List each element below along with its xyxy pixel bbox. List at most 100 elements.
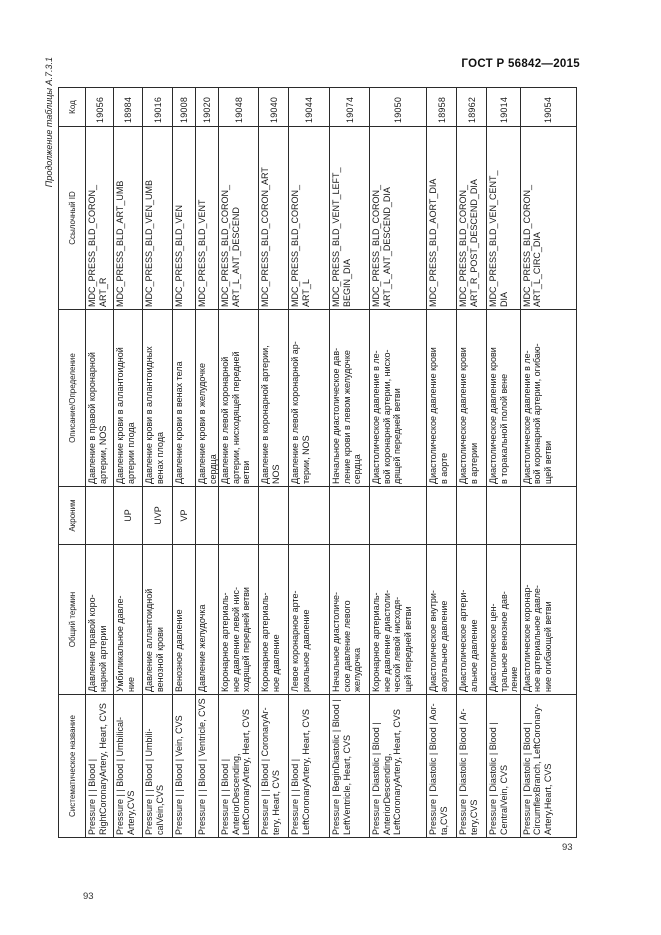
cell-code: 18958 bbox=[426, 87, 457, 127]
cell-reference-id: MDC_PRESS_BLD_VEN bbox=[172, 126, 196, 310]
cell-reference-id: MDC_PRESS_BLD_CORON_ ART_L bbox=[288, 126, 330, 310]
table-row: Pressure | Diastolic | Blood | Circumfle… bbox=[520, 87, 576, 838]
table-row: Pressure | | Blood | AnteriorDescending,… bbox=[218, 87, 259, 838]
cell-reference-id: MDC_PRESS_BLD_CORON_ ART_L_CIRC_DIA bbox=[520, 126, 576, 310]
cell-code: 18984 bbox=[113, 87, 143, 127]
cell-acronym bbox=[369, 486, 427, 545]
table-body: Pressure | | Blood | RightCoronaryArtery… bbox=[85, 87, 576, 838]
pressure-terminology-table: Систематическое название Общий термин Акро… bbox=[58, 87, 577, 838]
cell-code: 19054 bbox=[520, 87, 576, 127]
cell-reference-id: MDC_PRESS_BLD_VENT bbox=[195, 126, 219, 310]
cell-systematic-name: Pressure | BeginDiastolic | Blood | Left… bbox=[329, 694, 370, 838]
page-number: 93 bbox=[83, 891, 94, 902]
table-row: Pressure | | Blood | CoronaryAr- tery, H… bbox=[258, 87, 289, 838]
cell-description: Давление в левой коронарной артерии, нис… bbox=[218, 309, 259, 487]
cell-systematic-name: Pressure | | Blood | Umbilical- Artery,C… bbox=[113, 694, 143, 838]
cell-common-term: Давление аллантоидной венозной крови bbox=[142, 544, 173, 695]
cell-acronym bbox=[288, 486, 330, 545]
cell-acronym bbox=[486, 486, 520, 545]
column-header-description: Описание/Определение bbox=[58, 309, 86, 487]
cell-common-term: Коронарное артериаль- ное давление диаст… bbox=[369, 544, 427, 695]
cell-reference-id: MDC_PRESS_BLD_VEN_CENT_ DIA bbox=[486, 126, 520, 310]
cell-acronym bbox=[85, 486, 114, 545]
cell-systematic-name: Pressure | Diastolic | Blood | Circumfle… bbox=[520, 694, 576, 838]
cell-common-term: Умбиликальное давле- ние bbox=[113, 544, 143, 695]
cell-acronym bbox=[258, 486, 289, 545]
cell-systematic-name: Pressure | | Blood | Ventricle, CVS bbox=[195, 694, 219, 838]
cell-systematic-name: Pressure | | Blood | LeftCoronaryArtery,… bbox=[288, 694, 330, 838]
cell-code: 18962 bbox=[456, 87, 487, 127]
cell-common-term: Левое коронарное арте- риальное давление bbox=[288, 544, 330, 695]
cell-code: 19014 bbox=[486, 87, 520, 127]
cell-systematic-name: Pressure | | Blood | RightCoronaryArtery… bbox=[85, 694, 114, 838]
cell-description: Диастолическое давление в ле- вой корона… bbox=[369, 309, 427, 487]
column-header-code: Код bbox=[58, 87, 86, 127]
table-row: Pressure | | Blood | Umbilical- Artery,C… bbox=[113, 87, 143, 838]
cell-acronym bbox=[426, 486, 457, 545]
cell-description: Давление крови в венах тела bbox=[172, 309, 196, 487]
column-header-acronym: Акроним bbox=[58, 486, 86, 545]
cell-common-term: Начальное диастоличе- ское давление лево… bbox=[329, 544, 370, 695]
table-row: Pressure | | Blood | Vein, CVS Венозное д… bbox=[172, 87, 196, 838]
table-row: Pressure | | Blood | RightCoronaryArtery… bbox=[85, 87, 114, 838]
cell-systematic-name: Pressure | | Blood | CoronaryAr- tery, H… bbox=[258, 694, 289, 838]
standard-number-header: ГОСТ Р 56842—2015 bbox=[461, 58, 580, 70]
column-header-systematic-name: Систематическое название bbox=[58, 694, 86, 838]
table-header-row: Систематическое название Общий термин Акро… bbox=[58, 87, 86, 838]
cell-code: 19048 bbox=[218, 87, 259, 127]
cell-description: Давление крови в аллантоидных венах плод… bbox=[142, 309, 173, 487]
cell-acronym bbox=[195, 486, 219, 545]
cell-common-term: Венозное давление bbox=[172, 544, 196, 695]
table-continuation-caption: Продолжение таблицы А.7.3.1 bbox=[44, 57, 54, 188]
cell-reference-id: MDC_PRESS_BLD_CORON_ ART_R bbox=[85, 126, 114, 310]
cell-systematic-name: Pressure | | Blood | AnteriorDescending,… bbox=[218, 694, 259, 838]
table-row: Pressure | | Blood | Umbili- calVein,CVS… bbox=[142, 87, 173, 838]
cell-description: Начальное диастолическое дав- ление кров… bbox=[329, 309, 370, 487]
cell-common-term: Диастолическое артери- альное давление bbox=[456, 544, 487, 695]
cell-code: 19044 bbox=[288, 87, 330, 127]
cell-common-term: Коронарное артериаль- ное давление левой… bbox=[218, 544, 259, 695]
rotated-table-block: Продолжение таблицы А.7.3.1 Систематичес… bbox=[42, 57, 577, 838]
cell-reference-id: MDC_PRESS_BLD_VEN_UMB bbox=[142, 126, 173, 310]
cell-acronym bbox=[218, 486, 259, 545]
cell-description: Диастолическое давление крови в артерии bbox=[456, 309, 487, 487]
cell-description: Диастолическое давление в ле- вой корона… bbox=[520, 309, 576, 487]
cell-code: 19040 bbox=[258, 87, 289, 127]
cell-common-term: Давление желудочка bbox=[195, 544, 219, 695]
cell-acronym: UVP bbox=[142, 486, 173, 545]
cell-common-term: Диастолическое внутри- аортальное давлен… bbox=[426, 544, 457, 695]
cell-acronym bbox=[456, 486, 487, 545]
cell-acronym: VP bbox=[172, 486, 196, 545]
cell-code: 19056 bbox=[85, 87, 114, 127]
cell-common-term: Давление правой коро- нарной артерии bbox=[85, 544, 114, 695]
cell-description: Давление в левой коронарной ар- терии, N… bbox=[288, 309, 330, 487]
cell-reference-id: MDC_PRESS_BLD_CORON_ ART_L_ANT_DESCEND_D… bbox=[369, 126, 427, 310]
cell-common-term: Диастолическое цен- тральное венозное да… bbox=[486, 544, 520, 695]
cell-reference-id: MDC_PRESS_BLD_CORON_ ART_L_ANT_DESCEND bbox=[218, 126, 259, 310]
cell-common-term: Коронарное артериаль- ное давление bbox=[258, 544, 289, 695]
cell-description: Давление крови в аллантоидной артерии пл… bbox=[113, 309, 143, 487]
cell-acronym bbox=[329, 486, 370, 545]
cell-systematic-name: Pressure | Diastolic | Blood | Ar- tery,… bbox=[456, 694, 487, 838]
cell-code: 19016 bbox=[142, 87, 173, 127]
cell-reference-id: MDC_PRESS_BLD_VENT_LEFT_ BEGIN_DIA bbox=[329, 126, 370, 310]
cell-acronym: UP bbox=[113, 486, 143, 545]
table-row: Pressure | Diastolic | Blood | CentralVe… bbox=[486, 87, 520, 838]
table-row: Pressure | Diastolic | Blood | AnteriorD… bbox=[369, 87, 427, 838]
column-header-reference-id: Ссылочный ID bbox=[58, 126, 86, 310]
cell-description: Давление в правой коронарной артерии, NO… bbox=[85, 309, 114, 487]
cell-code: 19074 bbox=[329, 87, 370, 127]
cell-reference-id: MDC_PRESS_BLD_ART_UMB bbox=[113, 126, 143, 310]
cell-description: Диастолическое давление крови в аорте bbox=[426, 309, 457, 487]
cell-systematic-name: Pressure | | Blood | Umbili- calVein,CVS bbox=[142, 694, 173, 838]
cell-description: Давление в коронарной артерии, NOS bbox=[258, 309, 289, 487]
cell-reference-id: MDC_PRESS_BLD_AORT_DIA bbox=[426, 126, 457, 310]
cell-systematic-name: Pressure | Diastolic | Blood | Aor- ta,C… bbox=[426, 694, 457, 838]
cell-systematic-name: Pressure | Diastolic | Blood | AnteriorD… bbox=[369, 694, 427, 838]
cell-systematic-name: Pressure | Diastolic | Blood | CentralVe… bbox=[486, 694, 520, 838]
cell-reference-id: MDC_PRESS_BLD_CORON_ART bbox=[258, 126, 289, 310]
cell-description: Давление крови в желудочке сердца bbox=[195, 309, 219, 487]
cell-code: 19020 bbox=[195, 87, 219, 127]
table-row: Pressure | Diastolic | Blood | Ar- tery,… bbox=[456, 87, 487, 838]
